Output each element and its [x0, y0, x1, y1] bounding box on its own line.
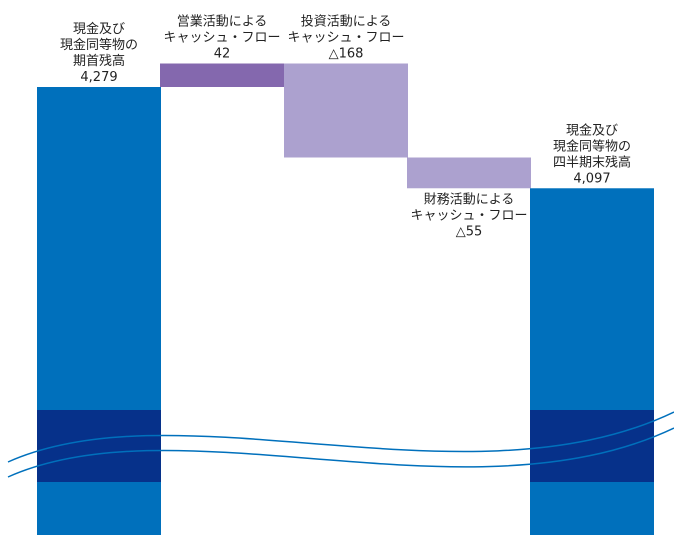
- axis-break: [7, 410, 674, 482]
- labels-group: 現金及び現金同等物の期首残高4,279営業活動によるキャッシュ・フロー42投資活…: [60, 14, 631, 240]
- bar-4: [407, 157, 531, 189]
- bar-label-line: 現金及び: [73, 21, 125, 37]
- bar-value-label: 4,279: [80, 70, 117, 85]
- bar-5: [530, 188, 654, 535]
- bar-value-label: △55: [456, 224, 483, 239]
- bar-label-line: 現金同等物の: [60, 37, 138, 53]
- bar-label-line: 営業活動による: [177, 14, 268, 30]
- bar-label-line: 現金及び: [566, 122, 618, 138]
- bar-3: [284, 63, 408, 158]
- bar-label-line: 投資活動による: [301, 14, 392, 30]
- bar-label-line: キャッシュ・フロー: [163, 31, 280, 46]
- bar-value-label: △168: [329, 47, 364, 62]
- bar-label-line: 財務活動による: [424, 192, 515, 207]
- break-wave-lower: [7, 427, 674, 478]
- bar-value-label: 4,097: [573, 171, 610, 186]
- bar-label-line: 現金同等物の: [553, 138, 631, 154]
- bar-value-label: 42: [214, 47, 231, 62]
- bar-label-line: キャッシュ・フロー: [410, 208, 527, 223]
- bar-label-line: キャッシュ・フロー: [287, 31, 404, 46]
- bar-label-line: 四半期末残高: [553, 154, 631, 170]
- bar-label-line: 期首残高: [73, 53, 125, 69]
- break-wave-upper: [7, 411, 674, 463]
- bar-2: [160, 63, 284, 87]
